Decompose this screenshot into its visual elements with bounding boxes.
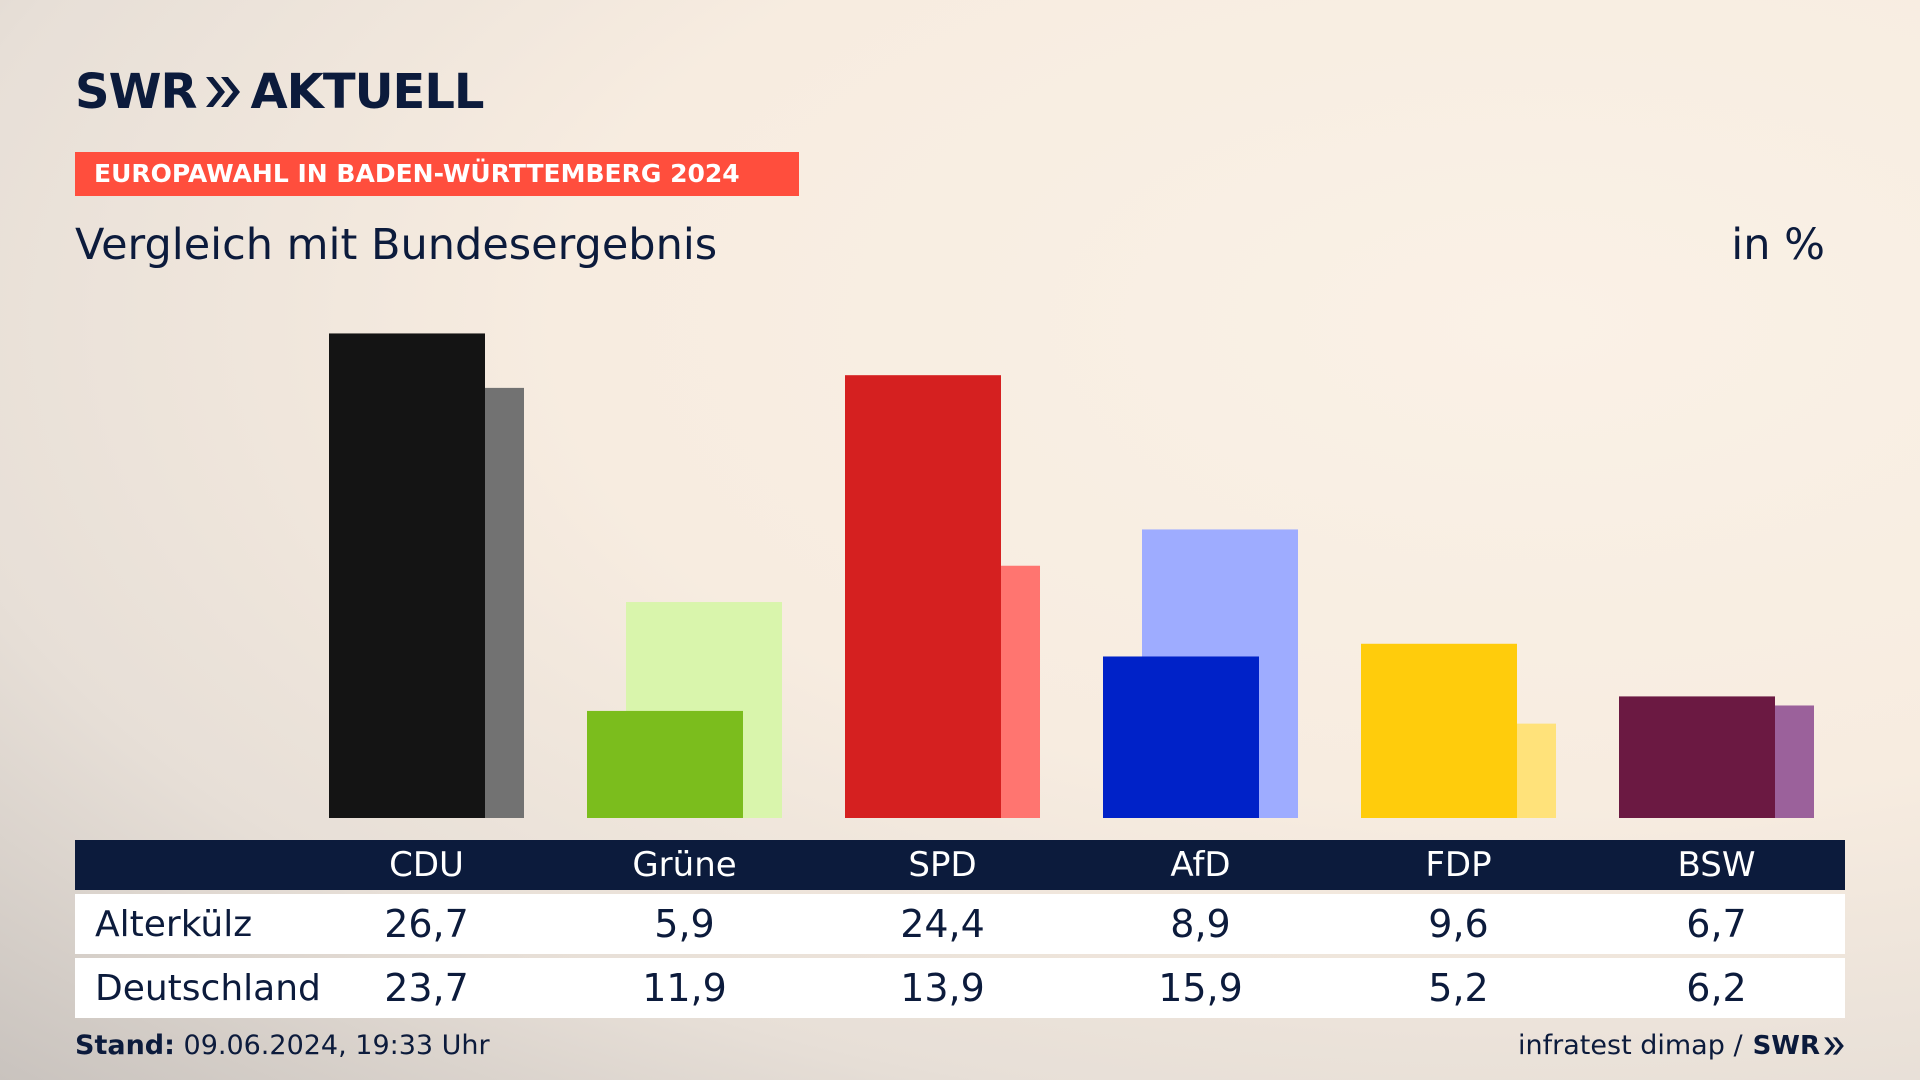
bar-afd-alterkuelz bbox=[1103, 656, 1259, 818]
table-cell: 11,9 bbox=[642, 966, 727, 1010]
table-cell: 5,2 bbox=[1428, 966, 1489, 1010]
row-label: Alterkülz bbox=[95, 903, 253, 945]
bar-fdp-alterkuelz bbox=[1361, 643, 1517, 818]
table-cell: 9,6 bbox=[1428, 902, 1489, 946]
brand-product: AKTUELL bbox=[250, 64, 484, 120]
bar-bsw-alterkuelz bbox=[1619, 696, 1775, 818]
results-table: CDU Grüne SPD AfD FDP BSW Alterkülz 26,7 5,9 24… bbox=[75, 840, 1845, 1018]
unit-label: in % bbox=[1731, 220, 1825, 270]
column-header-spd: SPD bbox=[908, 845, 977, 885]
table-cell: 24,4 bbox=[900, 902, 985, 946]
stand-value: 09.06.2024, 19:33 Uhr bbox=[183, 1030, 490, 1061]
table-row: Deutschland 23,7 11,9 13,9 15,9 5,2 6,2 bbox=[75, 958, 1845, 1018]
swr-aktuell-logo: SWR AKTUELL bbox=[75, 64, 485, 120]
column-header-fdp: FDP bbox=[1425, 845, 1492, 885]
brand-name: SWR bbox=[75, 64, 197, 120]
column-header-bsw: BSW bbox=[1677, 845, 1756, 885]
row-label: Deutschland bbox=[95, 967, 321, 1009]
table-cell: 23,7 bbox=[384, 966, 469, 1010]
double-chevron-icon bbox=[204, 75, 242, 109]
table-row: Alterkülz 26,7 5,9 24,4 8,9 9,6 6,7 bbox=[75, 894, 1845, 954]
column-header-cdu: CDU bbox=[389, 845, 464, 885]
table-cell: 6,2 bbox=[1686, 966, 1747, 1010]
source-brand: SWR bbox=[1752, 1030, 1820, 1061]
table-cell: 8,9 bbox=[1170, 902, 1231, 946]
bar-spd-alterkuelz bbox=[845, 375, 1001, 818]
table-cell: 6,7 bbox=[1686, 902, 1747, 946]
double-chevron-icon bbox=[1824, 1036, 1844, 1055]
table-header: CDU Grüne SPD AfD FDP BSW bbox=[75, 840, 1845, 890]
stand-label: Stand: bbox=[75, 1030, 175, 1061]
timestamp: Stand: 09.06.2024, 19:33 Uhr bbox=[75, 1030, 490, 1061]
chart-subtitle: Vergleich mit Bundesergebnis bbox=[75, 220, 718, 270]
table-cell: 26,7 bbox=[384, 902, 469, 946]
bar-gruene-alterkuelz bbox=[587, 710, 743, 818]
topic-tag: EUROPAWAHL IN BADEN-WÜRTTEMBERG 2024 bbox=[75, 152, 799, 196]
table-cell: 13,9 bbox=[900, 966, 985, 1010]
swr-small-logo: SWR bbox=[1753, 1031, 1845, 1061]
source-credit: infratest dimap / SWR bbox=[1518, 1030, 1845, 1061]
table-cell: 15,9 bbox=[1158, 966, 1243, 1010]
bar-cdu-alterkuelz bbox=[329, 333, 485, 818]
column-header-afd: AfD bbox=[1170, 845, 1231, 885]
column-header-gruene: Grüne bbox=[632, 845, 737, 885]
source-text: infratest dimap / bbox=[1518, 1030, 1743, 1061]
table-cell: 5,9 bbox=[654, 902, 715, 946]
